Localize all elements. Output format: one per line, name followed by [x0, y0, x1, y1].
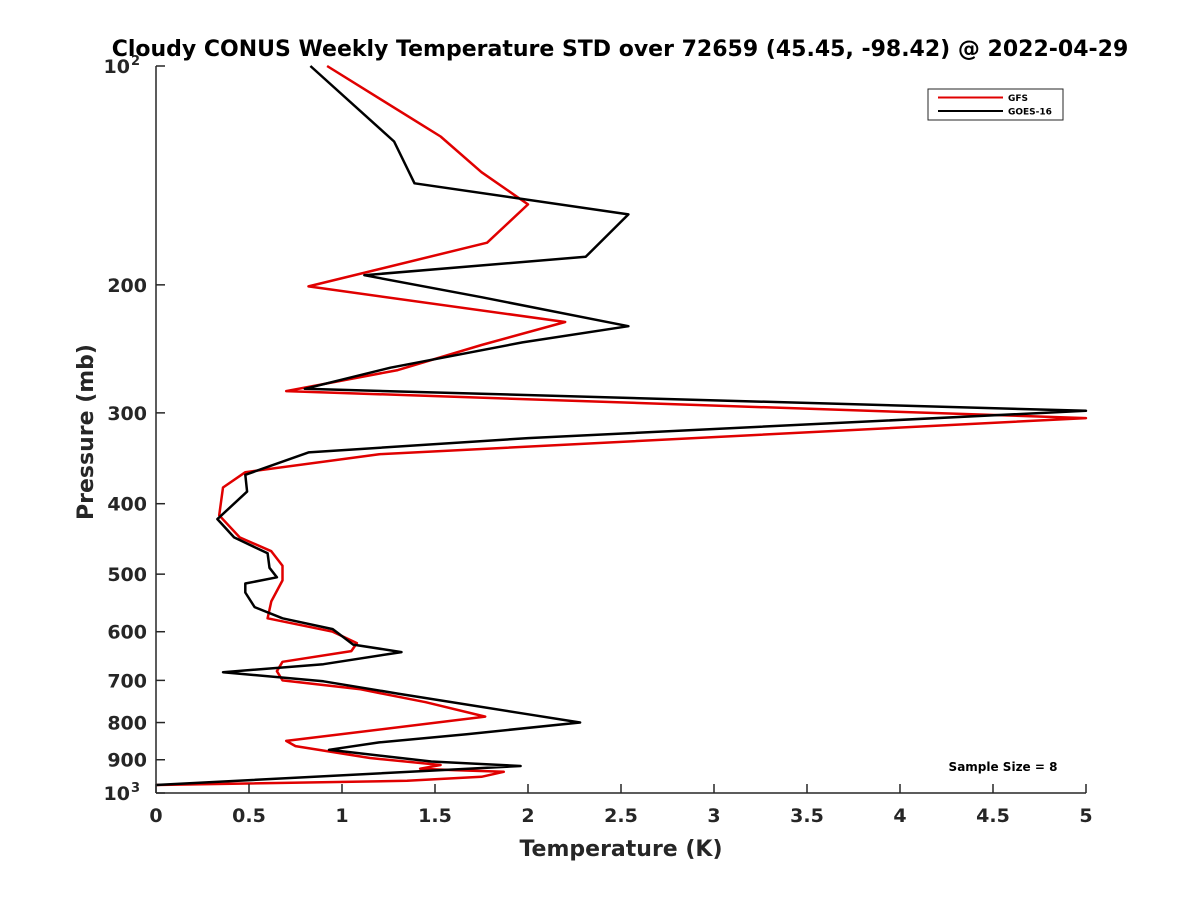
- legend-label-gfs: GFS: [1008, 94, 1028, 104]
- legend-label-goes16: GOES-16: [1008, 108, 1052, 118]
- y-tick-label: 900: [107, 750, 147, 772]
- x-tick-label: 4: [893, 805, 906, 827]
- series-line-goes16: [155, 65, 1088, 787]
- y-tick-label: 600: [107, 622, 147, 644]
- y-tick-label: 10: [104, 783, 130, 805]
- x-tick-label: 1: [335, 805, 348, 827]
- y-tick-exponent: 2: [131, 54, 140, 69]
- sample-size-annotation: Sample Size = 8: [949, 760, 1058, 774]
- plot-area: [156, 66, 1086, 793]
- y-tick-label: 700: [107, 670, 147, 692]
- legend-box: [927, 88, 1064, 121]
- legend: GFS GOES-16: [927, 88, 1064, 121]
- x-tick-label: 5: [1079, 805, 1092, 827]
- y-tick-label: 300: [107, 403, 147, 425]
- x-tick-label: 3: [707, 805, 720, 827]
- x-axis-label: Temperature (K): [519, 837, 722, 862]
- chart-title: Cloudy CONUS Weekly Temperature STD over…: [112, 37, 1129, 62]
- series-line-gfs: [155, 64, 1088, 787]
- x-tick-label: 4.5: [976, 805, 1010, 827]
- y-axis-label: Pressure (mb): [74, 344, 99, 520]
- x-tick-label: 2.5: [604, 805, 638, 827]
- y-tick-label: 800: [107, 713, 147, 735]
- y-tick-label: 200: [107, 275, 147, 297]
- x-axis-ticks: 0 0.5 1 1.5 2 2.5 3 3.5 4 4.5 5: [149, 784, 1093, 827]
- y-tick-label: 10: [104, 56, 130, 78]
- series-layer: [155, 64, 1088, 787]
- y-tick-exponent: 3: [131, 781, 140, 796]
- x-tick-label: 0: [149, 805, 162, 827]
- x-tick-label: 1.5: [418, 805, 452, 827]
- x-tick-label: 2: [521, 805, 534, 827]
- plot-background: [156, 66, 1086, 793]
- y-tick-label: 400: [107, 494, 147, 516]
- x-tick-label: 3.5: [790, 805, 824, 827]
- x-tick-label: 0.5: [232, 805, 266, 827]
- y-tick-label: 500: [107, 564, 147, 586]
